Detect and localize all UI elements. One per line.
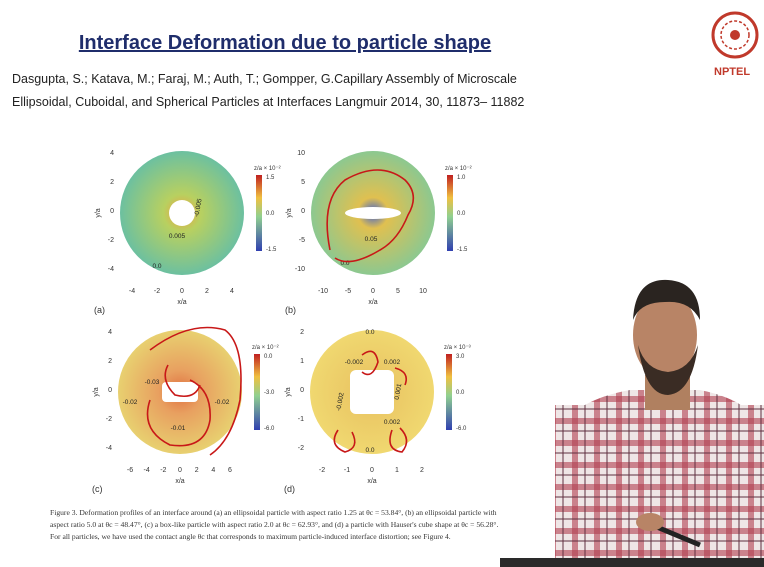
y-tick-label: -2 xyxy=(298,445,304,452)
y-tick-label: 2 xyxy=(108,358,112,365)
contour-label: 0.0 xyxy=(365,447,374,454)
particle xyxy=(350,370,394,414)
x-tick-label: 4 xyxy=(211,467,215,474)
x-tick-label: -2 xyxy=(160,467,166,474)
contour-label: -0.02 xyxy=(123,399,138,406)
x-tick-label: 2 xyxy=(205,288,209,295)
x-tick-label: 2 xyxy=(420,467,424,474)
panel-label: (b) xyxy=(285,305,296,315)
colorbar-tick-label: 0.0 xyxy=(266,211,275,217)
colorbar xyxy=(447,175,453,251)
colorbar-tick-label: 0.0 xyxy=(264,354,273,360)
y-axis-label: y/a xyxy=(286,208,293,217)
y-tick-label: 5 xyxy=(301,179,305,186)
x-tick-label: -1 xyxy=(344,467,350,474)
slide-title: Interface Deformation due to particle sh… xyxy=(70,32,500,55)
y-tick-label: 1 xyxy=(300,358,304,365)
colorbar-tick-label: -3.0 xyxy=(264,390,275,396)
figure-caption: For all particles, we have used the cont… xyxy=(50,532,451,541)
colorbar-tick-label: 3.0 xyxy=(456,354,465,360)
contour-label: 0.0 xyxy=(365,329,374,336)
y-tick-label: -4 xyxy=(106,445,112,452)
panel-label: (a) xyxy=(94,305,105,315)
contour-label: -0.01 xyxy=(171,425,186,432)
y-tick-label: -1 xyxy=(298,416,304,423)
y-tick-label: 2 xyxy=(300,329,304,336)
colorbar-title: z/a × 10⁻² xyxy=(445,166,472,172)
contour-label: -0.03 xyxy=(145,379,160,386)
reference-line: Dasgupta, S.; Katava, M.; Faraj, M.; Aut… xyxy=(12,72,517,86)
x-tick-label: 10 xyxy=(419,288,427,295)
contour-label: 0.0 xyxy=(152,263,161,270)
y-axis-label: y/a xyxy=(285,387,292,396)
x-tick-label: -6 xyxy=(127,467,133,474)
x-tick-label: -5 xyxy=(345,288,351,295)
x-tick-label: 0 xyxy=(180,288,184,295)
figure-caption: Figure 3. Deformation profiles of an int… xyxy=(50,508,497,517)
panel-label: (c) xyxy=(92,484,103,494)
colorbar-tick-label: -1.5 xyxy=(457,247,468,253)
x-axis-label: x/a xyxy=(177,299,186,306)
logo-text: NPTEL xyxy=(714,66,750,78)
y-axis-label: y/a xyxy=(95,208,102,217)
colorbar-title: z/a × 10⁻³ xyxy=(444,345,471,351)
colorbar-tick-label: 0.0 xyxy=(456,390,465,396)
x-tick-label: 4 xyxy=(230,288,234,295)
particle xyxy=(345,207,401,219)
y-tick-label: -2 xyxy=(108,237,114,244)
x-axis-label: x/a xyxy=(367,478,376,485)
colorbar-tick-label: -6.0 xyxy=(264,426,275,432)
x-tick-label: -4 xyxy=(144,467,150,474)
x-axis-label: x/a xyxy=(368,299,377,306)
colorbar xyxy=(256,175,262,251)
x-tick-label: 0 xyxy=(370,467,374,474)
y-tick-label: -4 xyxy=(108,266,114,273)
colorbar-title: z/a × 10⁻² xyxy=(254,166,281,172)
colorbar-tick-label: -6.0 xyxy=(456,426,467,432)
x-tick-label: -4 xyxy=(129,288,135,295)
y-axis-label: y/a xyxy=(93,387,100,396)
contour-label: 0.002 xyxy=(384,359,401,366)
colorbar xyxy=(446,354,452,430)
x-tick-label: 0 xyxy=(371,288,375,295)
slide: -4 -2 0 2 4 4 2 0 -2 -4 x/a y/a (a) z/a × 10⁻² 1.5 0.0 -… xyxy=(0,0,764,567)
y-tick-label: 0 xyxy=(108,387,112,394)
y-tick-label: 2 xyxy=(110,179,114,186)
y-tick-label: 4 xyxy=(108,329,112,336)
colorbar-tick-label: 1.0 xyxy=(457,175,466,181)
y-tick-label: -2 xyxy=(106,416,112,423)
figure-caption: aspect ratio 5.0 at θc = 48.47°, (c) a b… xyxy=(50,520,498,529)
x-tick-label: 5 xyxy=(396,288,400,295)
contour-label: 0.005 xyxy=(169,233,186,240)
contour-label: -0.02 xyxy=(215,399,230,406)
colorbar-tick-label: 1.5 xyxy=(266,175,275,181)
colorbar-title: z/a × 10⁻² xyxy=(252,345,279,351)
y-tick-label: 0 xyxy=(300,387,304,394)
particle xyxy=(169,200,195,226)
contour-label: 0.05 xyxy=(365,236,378,243)
y-tick-label: 0 xyxy=(110,208,114,215)
y-tick-label: 4 xyxy=(110,150,114,157)
y-tick-label: 0 xyxy=(301,208,305,215)
x-tick-label: 1 xyxy=(395,467,399,474)
y-tick-label: -10 xyxy=(295,266,305,273)
x-tick-label: 0 xyxy=(178,467,182,474)
y-tick-label: -5 xyxy=(299,237,305,244)
colorbar-tick-label: -1.5 xyxy=(266,247,277,253)
x-tick-label: 6 xyxy=(228,467,232,474)
x-tick-label: 2 xyxy=(195,467,199,474)
logo xyxy=(713,13,757,57)
colorbar xyxy=(254,354,260,430)
x-tick-label: -2 xyxy=(319,467,325,474)
y-tick-label: 10 xyxy=(297,150,305,157)
colorbar-tick-label: 0.0 xyxy=(457,211,466,217)
x-axis-label: x/a xyxy=(175,478,184,485)
x-tick-label: -2 xyxy=(154,288,160,295)
panel-label: (d) xyxy=(284,484,295,494)
contour-label: -0.002 xyxy=(345,359,364,366)
x-tick-label: -10 xyxy=(318,288,328,295)
reference-line: Ellipsoidal, Cuboidal, and Spherical Par… xyxy=(12,95,524,109)
presenter xyxy=(500,280,764,567)
contour-label: 0.002 xyxy=(384,419,401,426)
